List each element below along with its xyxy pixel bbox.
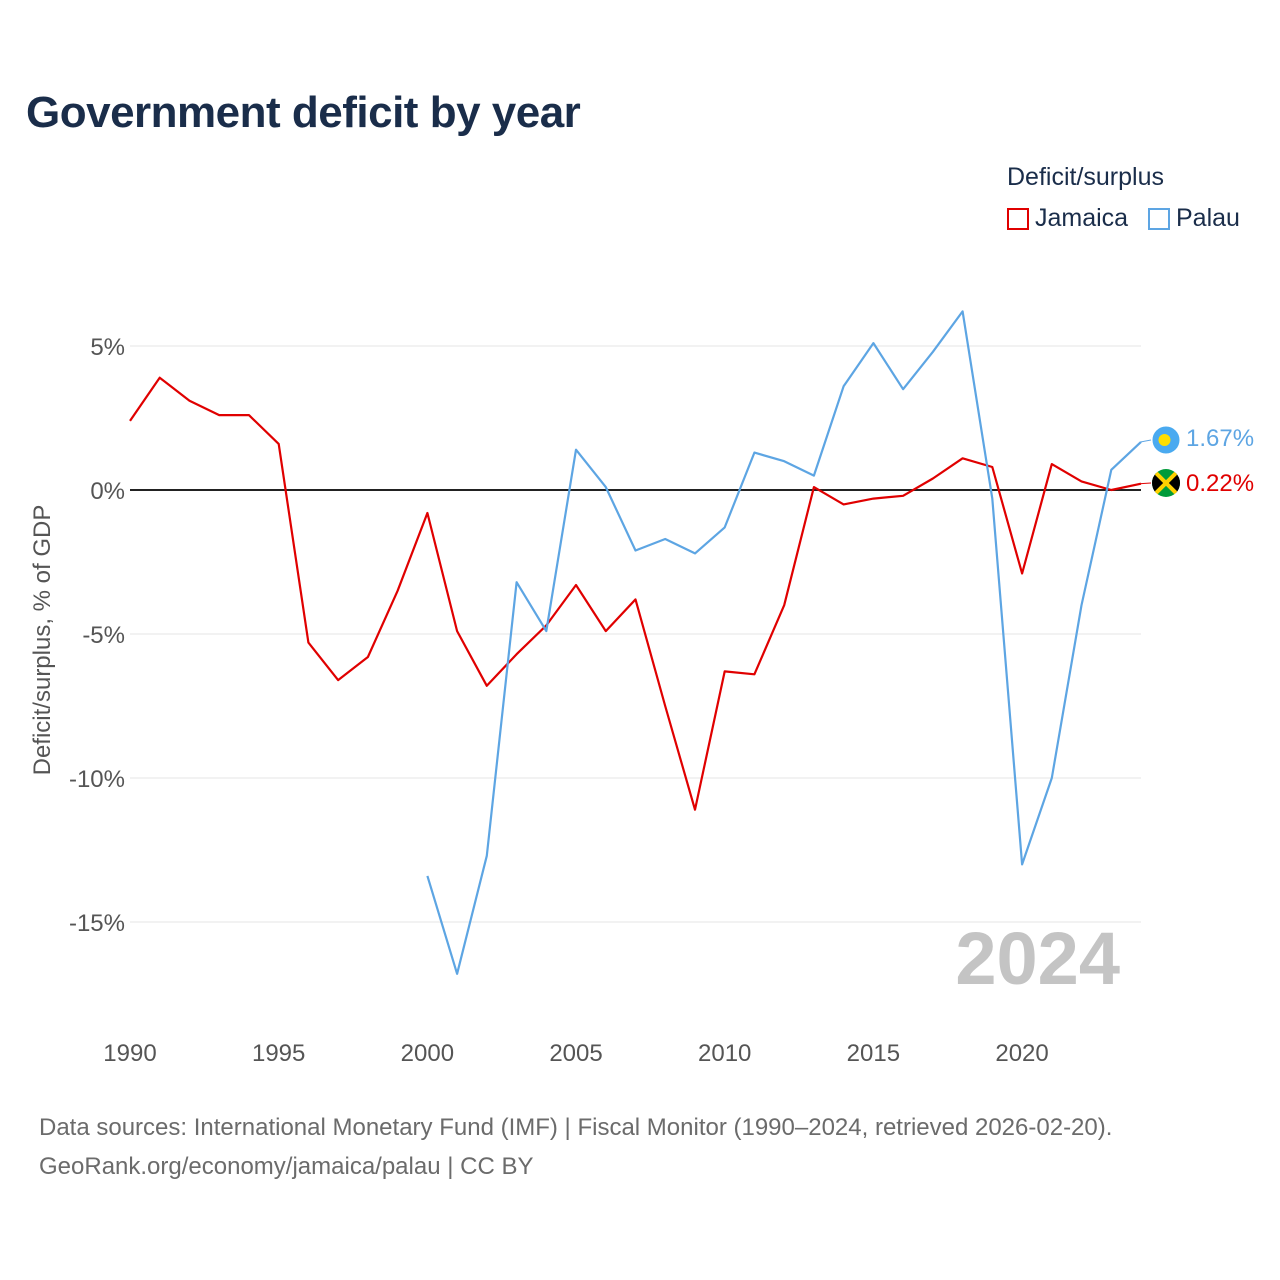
x-tick-label: 2000 xyxy=(401,1040,454,1067)
source-line-1: Data sources: International Monetary Fun… xyxy=(39,1114,1113,1141)
end-connector-palau xyxy=(1140,439,1152,443)
x-tick-label: 1990 xyxy=(103,1040,156,1067)
legend-label-palau: Palau xyxy=(1176,204,1240,232)
y-tick-label: 5% xyxy=(90,334,125,361)
legend-title: Deficit/surplus xyxy=(1007,163,1164,191)
legend-swatch-jamaica xyxy=(1007,207,1029,230)
x-tick-label: 1995 xyxy=(252,1040,305,1067)
end-label-palau: 1.67% xyxy=(1186,425,1254,452)
source-line-2[interactable]: GeoRank.org/economy/jamaica/palau | CC B… xyxy=(39,1153,534,1180)
line-chart: 5% 0% -5% -10% -15% 1990 1995 2000 2005 2010 2015… xyxy=(29,310,1254,1067)
x-tick-label: 2020 xyxy=(995,1040,1048,1067)
chart-title: Government deficit by year xyxy=(26,88,581,137)
grid-lines xyxy=(130,345,1141,923)
x-tick-label: 2005 xyxy=(549,1040,602,1067)
y-tick-label: 0% xyxy=(90,478,125,505)
y-tick-label: -5% xyxy=(82,622,125,649)
x-tick-label: 2010 xyxy=(698,1040,751,1067)
jamaica-flag-icon xyxy=(1152,469,1180,497)
legend-item-jamaica[interactable]: Jamaica xyxy=(1007,204,1128,233)
palau-flag-icon xyxy=(1151,425,1181,455)
series-line-palau xyxy=(426,310,1142,975)
y-tick-label: -10% xyxy=(69,766,125,793)
legend-item-palau[interactable]: Palau xyxy=(1148,204,1240,233)
end-label-jamaica: 0.22% xyxy=(1186,470,1254,497)
y-axis-ticks: 5% 0% -5% -10% -15% xyxy=(69,334,125,937)
series-end-labels: 0.22% 1.67% xyxy=(1140,425,1254,497)
year-watermark: 2024 xyxy=(955,917,1120,1000)
y-axis-label: Deficit/surplus, % of GDP xyxy=(29,505,56,776)
legend-swatch-palau xyxy=(1148,207,1170,230)
x-axis-ticks: 1990 1995 2000 2005 2010 2015 2020 xyxy=(103,1040,1048,1067)
legend-label-jamaica: Jamaica xyxy=(1035,204,1129,232)
series-lines xyxy=(129,310,1142,975)
source-note: Data sources: International Monetary Fun… xyxy=(39,1108,1112,1186)
x-tick-label: 2015 xyxy=(847,1040,900,1067)
end-connector-jamaica xyxy=(1140,482,1152,485)
y-tick-label: -15% xyxy=(69,910,125,937)
series-line-jamaica xyxy=(129,376,1142,811)
